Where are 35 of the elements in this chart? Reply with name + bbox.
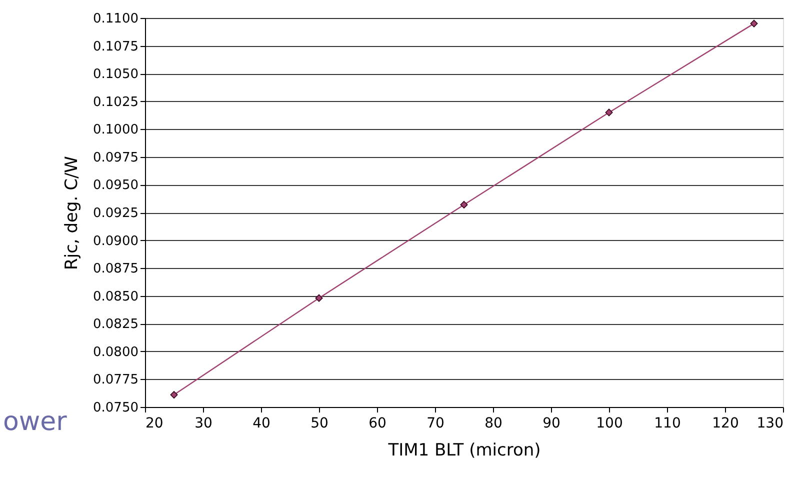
y-tick-label: 0.0825 [93, 317, 138, 332]
y-tick-label: 0.1025 [93, 94, 138, 110]
y-tick-label: 0.0750 [93, 400, 138, 416]
y-tick-label: 0.1075 [93, 39, 138, 54]
x-tick-label: 100 [596, 416, 623, 432]
y-tick-label: 0.0800 [93, 344, 138, 360]
y-tick-label: 0.0900 [93, 234, 138, 249]
point [460, 200, 468, 208]
x-axis-title: TIM1 BLT (micron) [387, 440, 541, 460]
x-tick-label: 90 [542, 416, 560, 432]
text: ower [3, 407, 68, 437]
y-tick-label: 0.1050 [93, 67, 138, 82]
point [750, 20, 758, 28]
x-tick-label: 50 [310, 416, 328, 432]
point [605, 108, 613, 116]
x-tick-label: 130 [756, 416, 784, 432]
y-tick-label: 0.1100 [93, 12, 138, 26]
x-tick-label: 120 [712, 416, 739, 432]
x-tick-label: 70 [426, 416, 444, 432]
y-tick-label: 0.0875 [93, 262, 138, 277]
y-tick-label: 0.0775 [93, 372, 138, 388]
y-tick-label: 0.1000 [93, 122, 138, 138]
x-tick-label: 60 [368, 416, 386, 432]
x-tick-label: 30 [194, 416, 212, 432]
point [315, 294, 323, 302]
y-tick-label: 0.0925 [93, 206, 138, 221]
y-axis-title: Rjc, deg. C/W [62, 156, 82, 270]
x-tick-label: 110 [654, 416, 681, 432]
y-tick-label: 0.0975 [93, 150, 138, 166]
point [170, 391, 178, 399]
y-tick-label: 0.0850 [93, 289, 138, 304]
x-tick-label: 40 [252, 416, 270, 432]
x-tick-label: 20 [146, 416, 164, 432]
y-tick-label: 0.0950 [93, 178, 138, 194]
x-tick-label: 80 [484, 416, 502, 432]
